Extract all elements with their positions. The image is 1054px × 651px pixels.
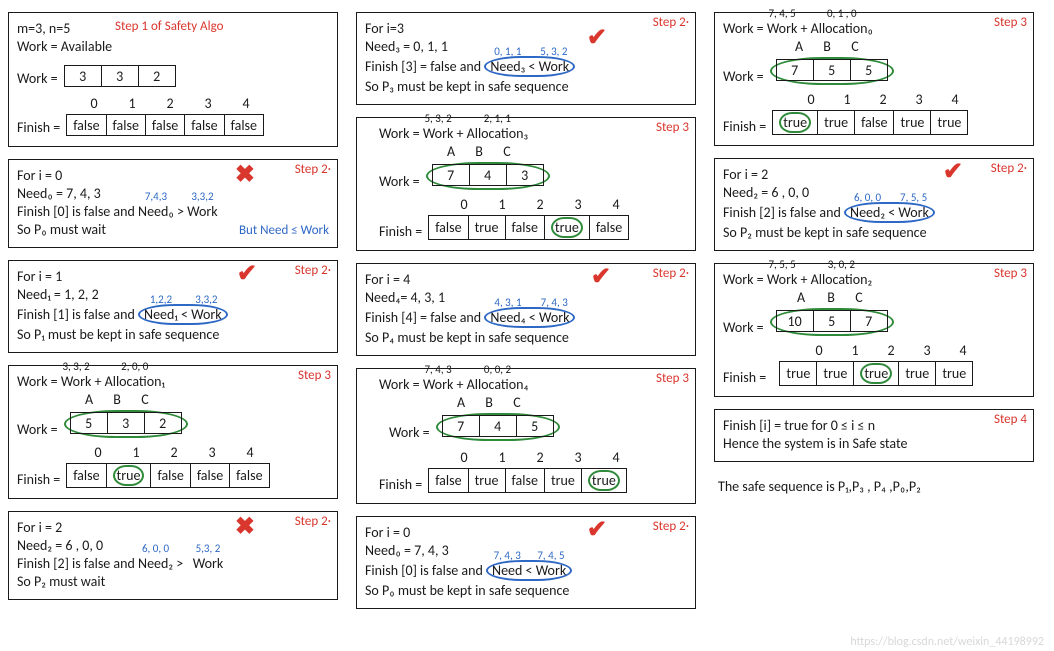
finish-array: falsefalsefalsefalsefalse — [66, 114, 264, 136]
text: Finish [0] is false and 7,4,3Need₀ > 3,3… — [17, 203, 329, 220]
text: For i=3 — [365, 20, 687, 37]
check-icon: ✔ — [587, 23, 607, 52]
text: For i = 1 — [17, 268, 329, 285]
cross-icon: ✖ — [235, 512, 255, 541]
card-i0-fail: Step 2· ✖ For i = 0 Need₀ = 7, 4, 3 Fini… — [8, 159, 338, 248]
watermark: https://blog.csdn.net/weixin_44198992 — [850, 635, 1044, 649]
step-tag: Step 4 — [994, 412, 1027, 427]
text: Need₃ = 0, 1, 1 — [365, 38, 687, 55]
check-icon: ✔ — [237, 259, 257, 288]
step-tag: Step 3 — [994, 15, 1027, 30]
text: So P₂ must wait — [17, 573, 329, 590]
card-w4: Step 3 Work = 7, 4, 3Work + 0, 0, 2Alloc… — [356, 368, 696, 504]
step-tag: Step 3 — [298, 368, 331, 383]
card-w2: Step 3 Work = 7, 5, 5Work + 3, 0, 2Alloc… — [714, 263, 1034, 397]
abc-row: ABC — [75, 391, 159, 408]
card-step4: Step 4 Finish [i] = true for 0 ≤ i ≤ n H… — [714, 409, 1034, 462]
check-icon: ✔ — [591, 262, 611, 291]
check-icon: ✔ — [943, 157, 963, 186]
check-icon: ✔ — [587, 515, 607, 544]
index-row: 01234 — [75, 95, 265, 112]
note: But Need ≤ Work — [239, 223, 329, 238]
step-tag: Step 2· — [295, 162, 331, 177]
card-i1: Step 2· ✔ For i = 1 Need₁ = 1, 2, 2 Fini… — [8, 260, 338, 353]
text: For i = 0 — [365, 524, 687, 541]
safe-sequence: The safe sequence is P₁,P₃ , P₄ ,P₀,P₂ — [718, 478, 1034, 495]
index-row: 01234 — [79, 444, 269, 461]
label: Finish = — [17, 471, 60, 488]
step1-tag: Step 1 of Safety Algo — [115, 19, 223, 34]
text: Need₄= 4, 3, 1 — [365, 289, 687, 306]
card-i3: Step 2· ✔ For i=3 Need₃ = 0, 1, 1 Finish… — [356, 12, 696, 105]
label: Work = — [17, 70, 58, 87]
text: So P₀ must wait — [17, 221, 106, 238]
label: Finish = — [17, 119, 60, 136]
text: Need₀ = 7, 4, 3 — [365, 542, 687, 559]
card-i2-ok: Step 2· ✔ For i = 2 Need₂ = 6 , 0, 0 Fin… — [714, 158, 1034, 251]
step-tag: Step 2· — [991, 161, 1027, 176]
text: Need₁ = 1, 2, 2 — [17, 286, 329, 303]
card-i4: Step 2· ✔ For i = 4 Need₄= 4, 3, 1 Finis… — [356, 263, 696, 356]
text: Work = 5, 3, 2Work + 2, 1, 1Allocation₃ — [379, 125, 687, 142]
label: Work = — [17, 421, 58, 438]
text: Work = 3, 3, 2Work + 2, 0, 0Allocation₁ — [17, 373, 329, 390]
step-tag: Step 2· — [653, 15, 689, 30]
text: Finish [i] = true for 0 ≤ i ≤ n — [723, 417, 1025, 434]
step-tag: Step 2· — [295, 263, 331, 278]
text: Finish [2] is false and 6, 0, 0Need₂ > 5… — [17, 555, 329, 572]
card-step1: Step 1 of Safety Algo m=3, n=5 Work = Av… — [8, 12, 338, 147]
step-tag: Step 2· — [653, 266, 689, 281]
text: Hence the system is in Safe state — [723, 435, 1025, 452]
step-tag: Step 2· — [653, 519, 689, 534]
work-array: 332 — [64, 65, 176, 87]
text: For i = 2 — [17, 519, 329, 536]
text: Need₂ = 6 , 0, 0 — [17, 537, 329, 554]
text: Finish [1] is false and 1,2,2Need₁ < 3,3… — [17, 304, 329, 325]
text: So P₂ must be kept in safe sequence — [723, 224, 1025, 241]
step-tag: Step 3 — [656, 371, 689, 386]
text: So P₄ must be kept in safe sequence — [365, 329, 687, 346]
card-w3: Step 3 Work = 5, 3, 2Work + 2, 1, 1Alloc… — [356, 117, 696, 251]
card-i2-fail: Step 2· ✖ For i = 2 Need₂ = 6 , 0, 0 Fin… — [8, 511, 338, 600]
card-w1: Step 3 Work = 3, 3, 2Work + 2, 0, 0Alloc… — [8, 365, 338, 499]
card-w0: Step 3 Work = 7, 4, 5Work + 0, 1 , 0Allo… — [714, 12, 1034, 146]
step-tag: Step 3 — [656, 120, 689, 135]
text: Work = Available — [17, 38, 329, 55]
text: So P₃ must be kept in safe sequence — [365, 78, 687, 95]
text: For i = 0 — [17, 167, 329, 184]
work-oval: 532 — [64, 410, 188, 438]
step-tag: Step 3 — [994, 266, 1027, 281]
text: Need₀ = 7, 4, 3 — [17, 185, 329, 202]
card-i0-ok: Step 2· ✔ For i = 0 Need₀ = 7, 4, 3 Fini… — [356, 516, 696, 609]
step-tag: Step 2· — [295, 514, 331, 529]
text: For i = 4 — [365, 271, 687, 288]
text: For i = 2 — [723, 166, 1025, 183]
text: Finish [3] = false and 0, 1, 1Need₃ < 5,… — [365, 56, 687, 77]
text: So P₀ must be kept in safe sequence — [365, 582, 687, 599]
finish-array: false true falsefalsefalse — [66, 463, 269, 488]
cross-icon: ✖ — [235, 160, 255, 189]
text: So P₁ must be kept in safe sequence — [17, 326, 329, 343]
